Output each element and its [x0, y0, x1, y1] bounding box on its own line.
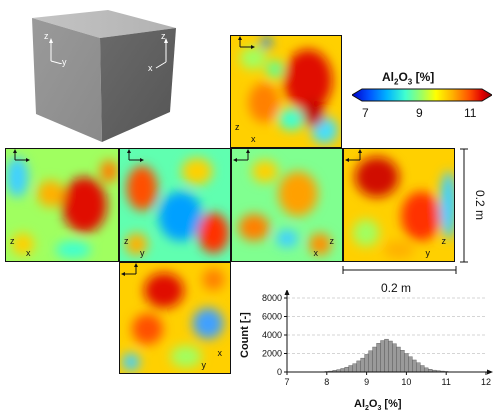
histogram-bar — [376, 343, 381, 373]
histogram-bar — [372, 346, 377, 373]
histogram-bar — [344, 366, 349, 373]
face-front-heatmap: z y — [119, 148, 231, 262]
face-back-heatmap: z y — [343, 148, 455, 262]
face-bottom-axis-y-label: y — [201, 360, 207, 370]
face-bottom-axes-icon — [121, 263, 138, 276]
face-back-axis-z-label: z — [441, 236, 447, 246]
cube-right-axis-x-label: x — [148, 63, 153, 73]
histogram-x-axis-label: Al2O3 [%] — [354, 398, 402, 413]
face-right-heatmap: z x — [231, 148, 343, 262]
colorbar — [352, 88, 492, 102]
vertical-scale-bar — [460, 148, 468, 263]
face-top-axes-icon — [238, 36, 255, 49]
face-front-axes-icon — [127, 149, 144, 162]
histogram-bar — [352, 363, 357, 373]
histogram-bar — [388, 340, 393, 373]
histogram-bar — [404, 353, 409, 373]
colorbar-title: Al2O3 [%] — [382, 70, 435, 87]
face-right-axis-z-label: z — [329, 236, 335, 246]
histogram-bar — [356, 360, 361, 373]
cube-right-axis-z-label: z — [161, 31, 166, 41]
histogram-bar — [416, 362, 421, 373]
histogram-bar — [384, 338, 389, 373]
horizontal-scale-bar — [342, 266, 457, 274]
histogram-bar — [420, 365, 425, 373]
cube-left-axis-z-label: z — [44, 31, 49, 41]
colorbar-tick-7: 7 — [362, 106, 369, 120]
histogram-bar — [348, 365, 353, 373]
x-tick-label: 7 — [284, 377, 289, 387]
x-tick-label: 12 — [481, 377, 491, 387]
face-left-axis-x-label: x — [26, 248, 31, 258]
histogram-bar — [396, 346, 401, 373]
histogram-bar — [412, 359, 417, 373]
x-tick-label: 8 — [324, 377, 329, 387]
face-front-axis-z-label: z — [124, 236, 129, 246]
cube-right-axes-icon — [155, 38, 168, 69]
colorbar-tick-9: 9 — [416, 106, 423, 120]
face-back-axes-icon — [345, 149, 362, 162]
cube-left-axes-icon — [49, 38, 63, 64]
face-top-axis-x-label: x — [251, 134, 256, 144]
histogram-bar — [392, 343, 397, 373]
face-top-axis-z-label: z — [235, 122, 240, 132]
face-back-axis-y-label: y — [425, 248, 431, 258]
histogram-bar — [360, 357, 365, 373]
histogram: 0 2000 4000 6000 8000 7 8 9 10 11 12 Count [-] Al2… — [236, 290, 498, 414]
x-tick-label: 11 — [442, 377, 451, 387]
cube-photo: z y z x — [30, 6, 180, 146]
face-left-heatmap: z x — [5, 148, 119, 262]
y-tick-label: 8000 — [262, 293, 282, 303]
face-bottom-axis-x-label: x — [217, 348, 223, 358]
face-right-axes-icon — [233, 149, 250, 162]
histogram-bar — [424, 367, 429, 373]
y-axis-arrow-icon — [284, 290, 290, 295]
histogram-bar — [364, 354, 369, 373]
horizontal-scale-label: 0.2 m — [381, 281, 412, 295]
cube-left-axis-y-label: y — [62, 57, 67, 67]
histogram-bar — [368, 350, 373, 373]
y-tick-label: 0 — [277, 367, 282, 377]
face-right-axis-x-label: x — [313, 248, 319, 258]
histogram-bar — [400, 350, 405, 373]
face-bottom-heatmap: x y — [119, 262, 231, 374]
x-axis-arrow-icon — [487, 369, 493, 375]
histogram-bar — [408, 356, 413, 373]
y-tick-label: 4000 — [262, 330, 282, 340]
colorbar-tick-11: 11 — [464, 106, 477, 120]
x-tick-label: 9 — [364, 377, 369, 387]
histogram-y-axis-label: Count [-] — [239, 312, 251, 358]
histogram-bar — [380, 340, 385, 373]
histogram-bar — [340, 368, 345, 373]
face-top-heatmap: z x — [230, 35, 342, 148]
face-left-axis-z-label: z — [10, 236, 15, 246]
y-tick-label: 6000 — [262, 312, 282, 322]
x-tick-label: 10 — [401, 377, 411, 387]
vertical-scale-label: 0.2 m — [473, 190, 487, 221]
face-left-axes-icon — [13, 149, 30, 162]
y-tick-label: 2000 — [262, 349, 282, 359]
face-front-axis-y-label: y — [140, 248, 145, 258]
